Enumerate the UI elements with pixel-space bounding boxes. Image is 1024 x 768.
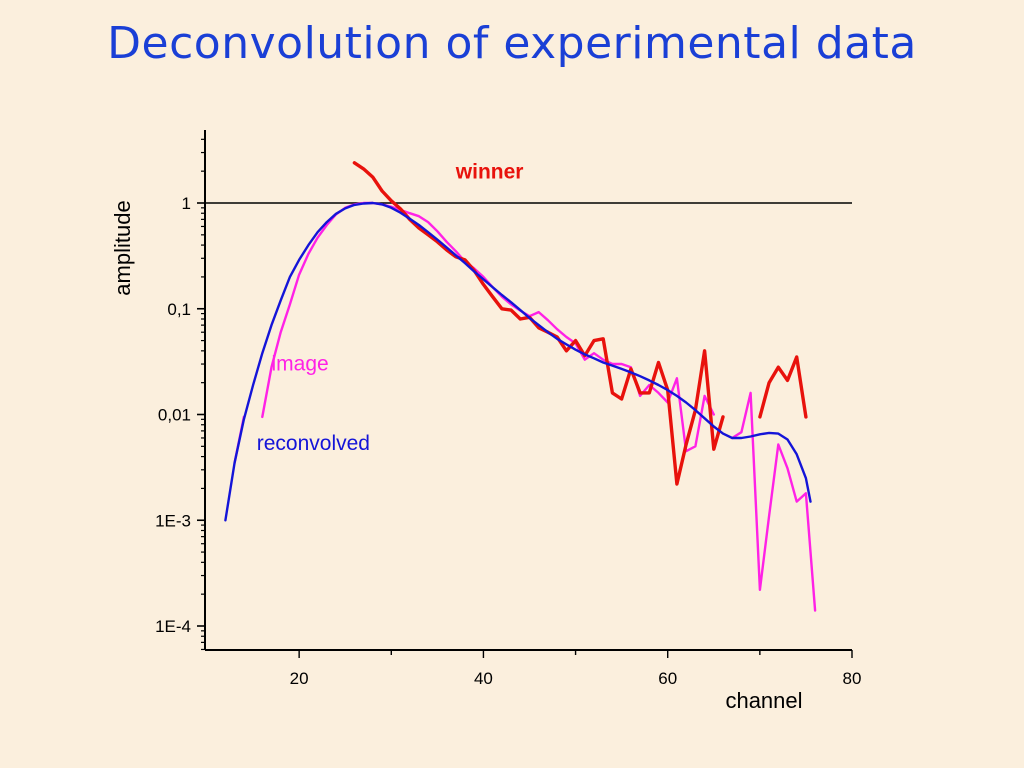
series-image-line (261, 201, 715, 453)
x-tick-label: 40 (474, 669, 493, 688)
axes (197, 130, 853, 658)
x-axis-title: channel (725, 688, 802, 713)
x-tick-label: 60 (658, 669, 677, 688)
annotation-reconvolved: reconvolved (257, 432, 370, 455)
x-tick-label: 80 (843, 669, 862, 688)
y-tick-label: 0,1 (167, 300, 191, 319)
series-winner-line (352, 161, 725, 486)
y-tick-label: 0,01 (158, 406, 191, 425)
annotation-winner: winner (455, 161, 524, 184)
series-reconvolved-line (224, 201, 812, 522)
series-image-line (731, 391, 817, 612)
y-tick-label: 1 (182, 194, 191, 213)
annotation-image: image (272, 353, 329, 376)
series-winner-line (758, 355, 808, 419)
x-tick-label: 20 (290, 669, 309, 688)
y-axis-title: amplitude (110, 200, 135, 295)
y-tick-label: 1E-3 (155, 511, 191, 530)
y-tick-label: 1E-4 (155, 617, 191, 636)
slide-title: Deconvolution of experimental data (107, 18, 917, 69)
series-group (224, 161, 817, 612)
labels-group: 1 0,1 0,01 1E-3 1E-4 20 40 60 80 channel amplitude… (110, 161, 861, 713)
